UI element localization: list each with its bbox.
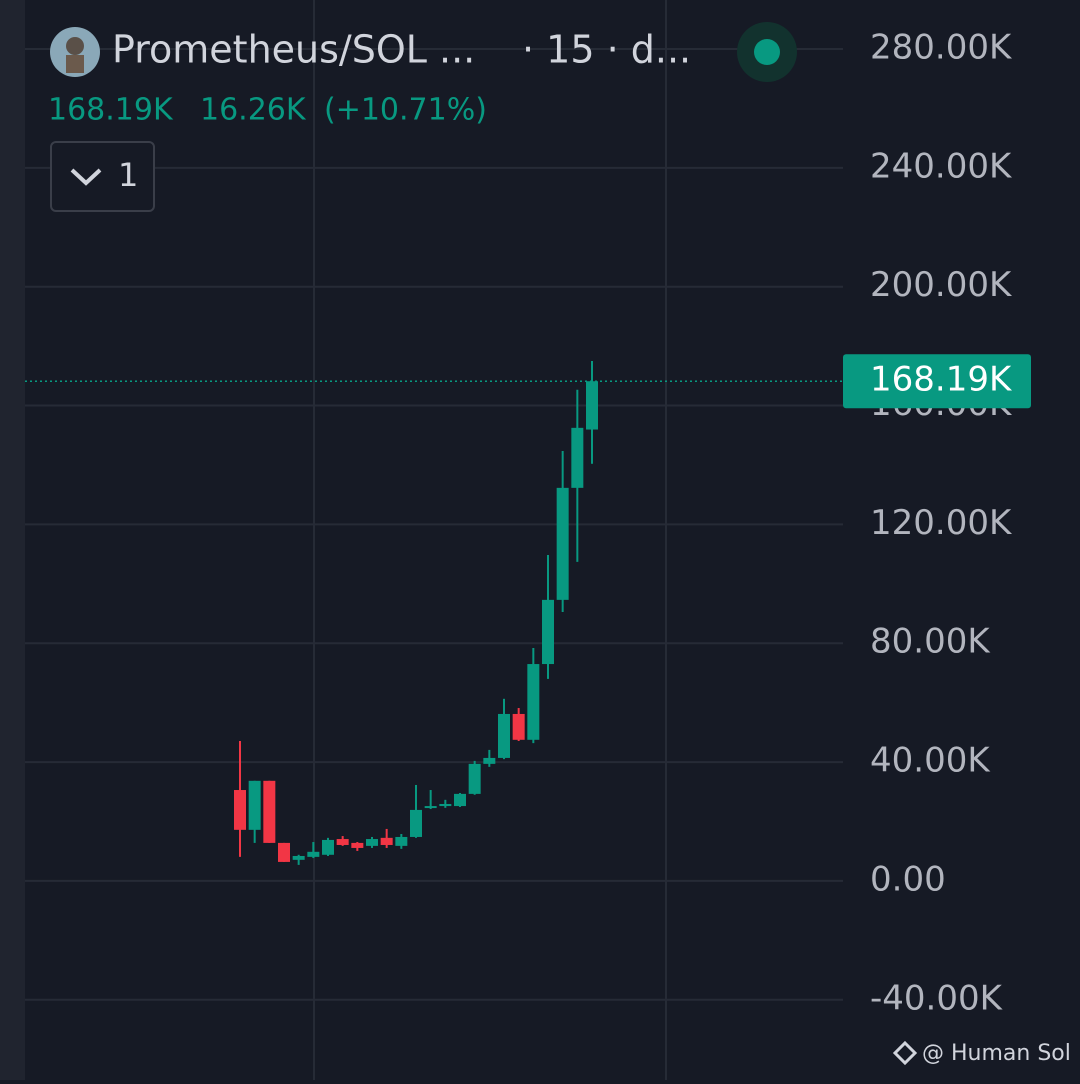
candle-body (571, 427, 584, 488)
y-tick-label: -40.00K (870, 978, 1004, 1018)
candle-body (278, 842, 290, 862)
status-dot[interactable] (754, 39, 780, 65)
last-price-tag-label: 168.19K (870, 360, 1013, 400)
candle-body (439, 803, 452, 807)
last-price-tag (843, 354, 1031, 409)
candle-body (322, 839, 334, 855)
candle-body (336, 839, 349, 845)
y-tick-label: 120.00K (870, 503, 1013, 543)
candle-body (454, 793, 466, 807)
candle-body (468, 763, 481, 794)
candles (234, 360, 598, 865)
indicator-toggle[interactable] (50, 141, 155, 212)
token-icon-figure (66, 37, 84, 55)
candle-body (395, 836, 408, 846)
watermark-logo (892, 1040, 918, 1066)
candle-body (248, 780, 261, 830)
y-tick-label: 80.00K (870, 622, 991, 662)
candle-body (307, 851, 320, 857)
candle-body (512, 713, 525, 740)
watermark: @ Human Sol (922, 1041, 1071, 1066)
candle-body (498, 713, 510, 758)
candle-body (366, 839, 378, 846)
candle-body (410, 809, 422, 837)
indicator-count: 1 (118, 156, 138, 194)
candle-body (424, 806, 437, 809)
last-price: 168.19K (48, 93, 174, 128)
y-tick-label: 200.00K (870, 265, 1013, 305)
left-edge (0, 0, 25, 1080)
y-tick-label: 280.00K (870, 28, 1013, 68)
token-icon-figure (66, 55, 84, 73)
change: 16.26K (200, 93, 307, 128)
candle-body (527, 664, 540, 740)
overlay: 168.19K (25, 354, 1031, 409)
candle-body (263, 780, 276, 843)
change-percent: (+10.71%) (324, 93, 487, 128)
candle-body (292, 855, 305, 860)
candle-body (586, 381, 598, 430)
candle-body (380, 837, 393, 845)
grid (25, 48, 843, 1001)
y-tick-label: 0.00 (870, 859, 946, 899)
chevron (70, 168, 102, 186)
candle-body (556, 487, 569, 600)
y-tick-label: 240.00K (870, 146, 1013, 186)
interval: · 15 · d... (522, 28, 691, 72)
candle-body (542, 599, 554, 665)
candle-body (351, 842, 364, 848)
candle-body (483, 757, 496, 764)
symbol-title: Prometheus/SOL ... (112, 28, 475, 72)
y-tick-label: 40.00K (870, 741, 991, 781)
candle-body (234, 790, 246, 830)
